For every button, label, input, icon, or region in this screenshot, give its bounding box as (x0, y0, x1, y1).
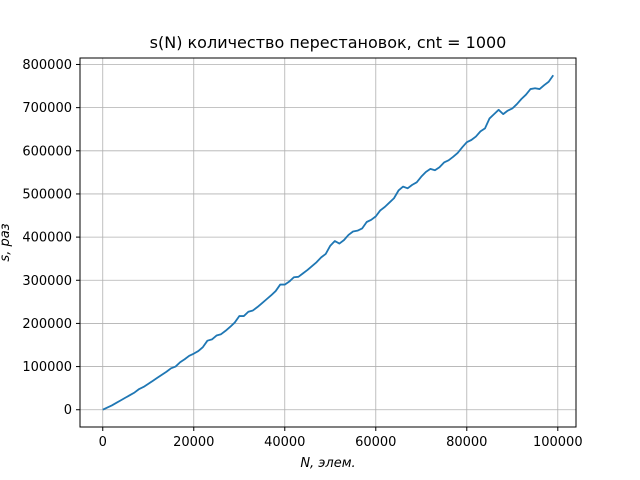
y-axis-title: s, раз (0, 223, 13, 261)
y-tick-label: 400000 (22, 231, 72, 246)
x-tick-label: 40000 (264, 435, 305, 450)
x-axis-title: N, элем. (300, 456, 355, 471)
y-tick-label: 200000 (22, 317, 72, 332)
x-tick-label: 80000 (446, 435, 487, 450)
y-tick-label: 600000 (22, 144, 72, 159)
data-line (102, 74, 554, 411)
y-tick-label: 500000 (22, 187, 72, 202)
ticks: 0 20000 40000 60000 80000 100000 0 100000 200000… (22, 58, 582, 450)
y-tick-label: 100000 (22, 360, 72, 375)
x-tick-label: 100000 (533, 435, 583, 450)
x-tick-label: 0 (99, 435, 107, 450)
series-layer (102, 74, 554, 411)
y-tick-label: 700000 (22, 101, 72, 116)
x-tick-label: 20000 (173, 435, 214, 450)
y-tick-label: 300000 (22, 274, 72, 289)
grid (80, 58, 576, 427)
x-tick-label: 60000 (355, 435, 396, 450)
plot-frame (79, 57, 577, 428)
chart-title: s(N) количество перестановок, cnt = 1000 (150, 33, 507, 52)
y-tick-label: 800000 (22, 58, 72, 73)
y-tick-label: 0 (64, 403, 72, 418)
